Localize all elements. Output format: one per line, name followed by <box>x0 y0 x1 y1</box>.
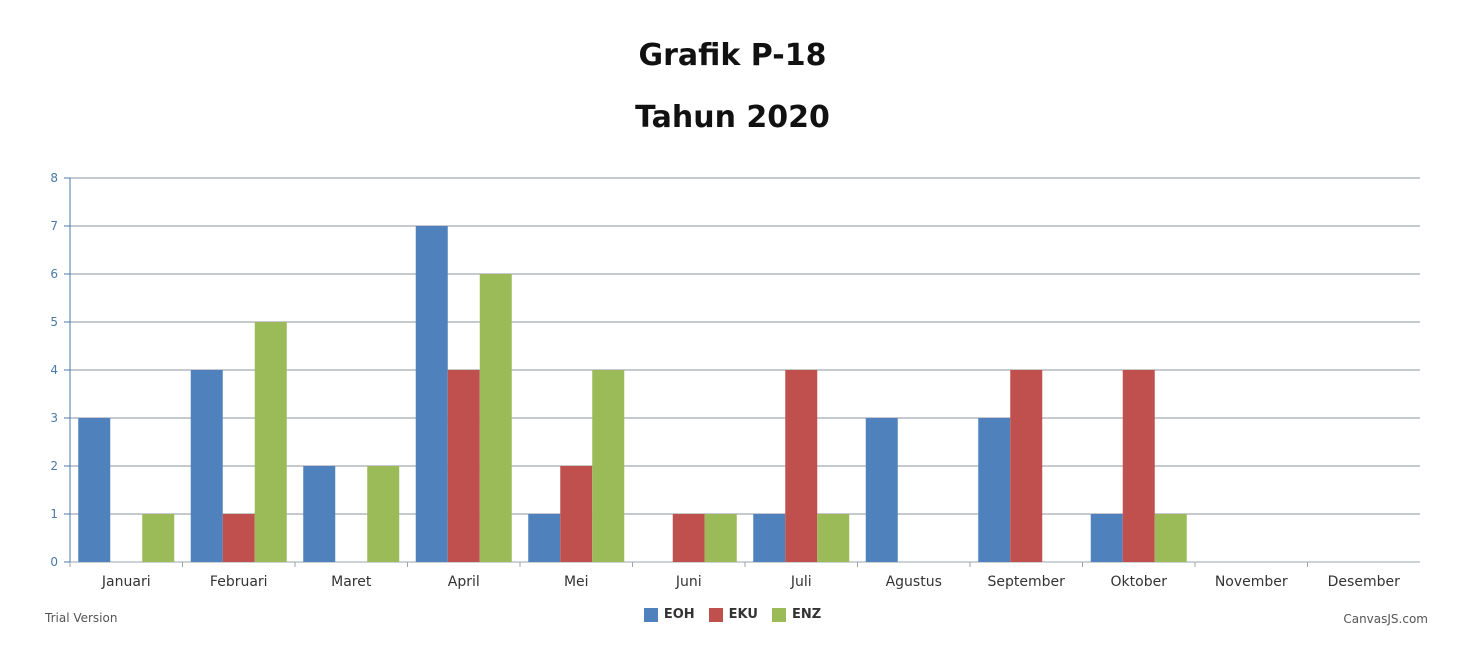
legend-item-eku[interactable]: EKU <box>708 607 758 622</box>
bar-eku-juni[interactable] <box>672 514 705 562</box>
bar-enz-april[interactable] <box>479 274 512 562</box>
bar-eoh-oktober[interactable] <box>1090 514 1123 562</box>
x-tick-label: Juni <box>675 574 702 590</box>
bar-eku-oktober[interactable] <box>1122 370 1155 562</box>
bar-eoh-maret[interactable] <box>303 466 336 562</box>
x-tick-label: Maret <box>331 574 372 590</box>
bar-enz-februari[interactable] <box>254 322 287 562</box>
legend-label-enz: ENZ <box>791 607 822 622</box>
x-tick-label: Mei <box>564 574 589 590</box>
x-tick-label: November <box>1215 574 1288 590</box>
x-tick-label: Desember <box>1328 574 1400 590</box>
y-tick-label: 8 <box>50 171 58 185</box>
y-tick-label: 5 <box>50 315 58 329</box>
y-tick-label: 1 <box>50 507 58 521</box>
legend-item-enz[interactable]: ENZ <box>771 607 822 622</box>
bar-enz-maret[interactable] <box>367 466 400 562</box>
y-tick-label: 6 <box>50 267 58 281</box>
bar-enz-juni[interactable] <box>704 514 737 562</box>
bar-eoh-juli[interactable] <box>753 514 786 562</box>
x-tick-label: Januari <box>101 574 151 590</box>
bar-eku-september[interactable] <box>1010 370 1043 562</box>
bar-eoh-januari[interactable] <box>78 418 111 562</box>
x-tick-label: Juli <box>790 574 812 590</box>
bar-eoh-mei[interactable] <box>528 514 561 562</box>
bar-enz-juli[interactable] <box>817 514 850 562</box>
bar-eoh-april[interactable] <box>415 226 448 562</box>
chart-title: Grafik P-18 <box>638 38 827 73</box>
legend-swatch-eoh <box>643 607 658 622</box>
legend-label-eoh: EOH <box>663 607 695 622</box>
y-tick-label: 0 <box>50 555 58 569</box>
bar-eoh-agustus[interactable] <box>865 418 898 562</box>
x-tick-label: April <box>448 574 480 590</box>
bar-enz-oktober[interactable] <box>1154 514 1187 562</box>
chart-subtitle: Tahun 2020 <box>635 100 830 135</box>
bar-eoh-september[interactable] <box>978 418 1011 562</box>
bar-eku-mei[interactable] <box>560 466 593 562</box>
bar-enz-januari[interactable] <box>142 514 175 562</box>
y-tick-label: 7 <box>50 219 58 233</box>
x-tick-label: Februari <box>210 574 268 590</box>
y-tick-label: 2 <box>50 459 58 473</box>
bar-eku-april[interactable] <box>447 370 480 562</box>
x-tick-label: Agustus <box>886 574 942 590</box>
y-tick-label: 4 <box>50 363 58 377</box>
legend: EOH EKU ENZ <box>0 607 1465 622</box>
legend-item-eoh[interactable]: EOH <box>643 607 695 622</box>
bar-eku-februari[interactable] <box>222 514 255 562</box>
bar-eku-juli[interactable] <box>785 370 818 562</box>
legend-label-eku: EKU <box>728 607 758 622</box>
legend-swatch-enz <box>771 607 786 622</box>
bar-eoh-februari[interactable] <box>190 370 223 562</box>
legend-swatch-eku <box>708 607 723 622</box>
x-tick-label: Oktober <box>1111 574 1168 590</box>
canvasjs-link[interactable]: CanvasJS.com <box>1343 612 1428 626</box>
x-tick-label: September <box>988 574 1066 590</box>
trial-version-label: Trial Version <box>45 611 118 625</box>
y-tick-label: 3 <box>50 411 58 425</box>
bar-enz-mei[interactable] <box>592 370 625 562</box>
